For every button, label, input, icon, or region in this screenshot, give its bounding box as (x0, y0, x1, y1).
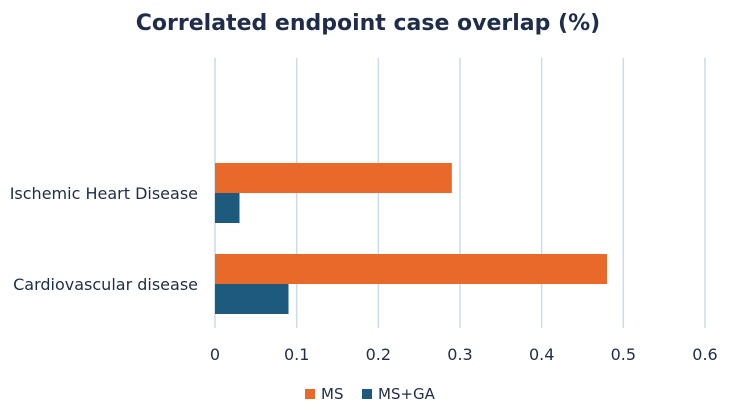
x-tick-label: 0.3 (447, 345, 472, 364)
x-tick-label: 0 (210, 345, 220, 364)
x-tick-label: 0.6 (692, 345, 717, 364)
x-tick-label: 0.4 (529, 345, 554, 364)
bars (215, 163, 607, 314)
bar-ms-1 (215, 254, 607, 284)
x-axis-ticks: 0 0.1 0.2 0.3 0.4 0.5 0.6 (210, 345, 718, 364)
legend: MS MS+GA (305, 385, 436, 403)
bar-ms-0 (215, 163, 452, 193)
category-labels: Ischemic Heart Disease Cardiovascular dis… (10, 184, 198, 294)
bar-ms-ga-1 (215, 284, 289, 314)
x-tick-label: 0.5 (611, 345, 636, 364)
bar-ms-ga-0 (215, 193, 240, 223)
legend-swatch (362, 389, 372, 399)
legend-swatch (305, 389, 315, 399)
legend-label: MS (321, 385, 343, 403)
legend-label: MS+GA (378, 385, 436, 403)
chart-title: Correlated endpoint case overlap (%) (136, 11, 600, 36)
x-tick-label: 0.2 (366, 345, 391, 364)
category-label: Ischemic Heart Disease (10, 184, 198, 203)
x-tick-label: 0.1 (284, 345, 309, 364)
category-label: Cardiovascular disease (13, 275, 198, 294)
